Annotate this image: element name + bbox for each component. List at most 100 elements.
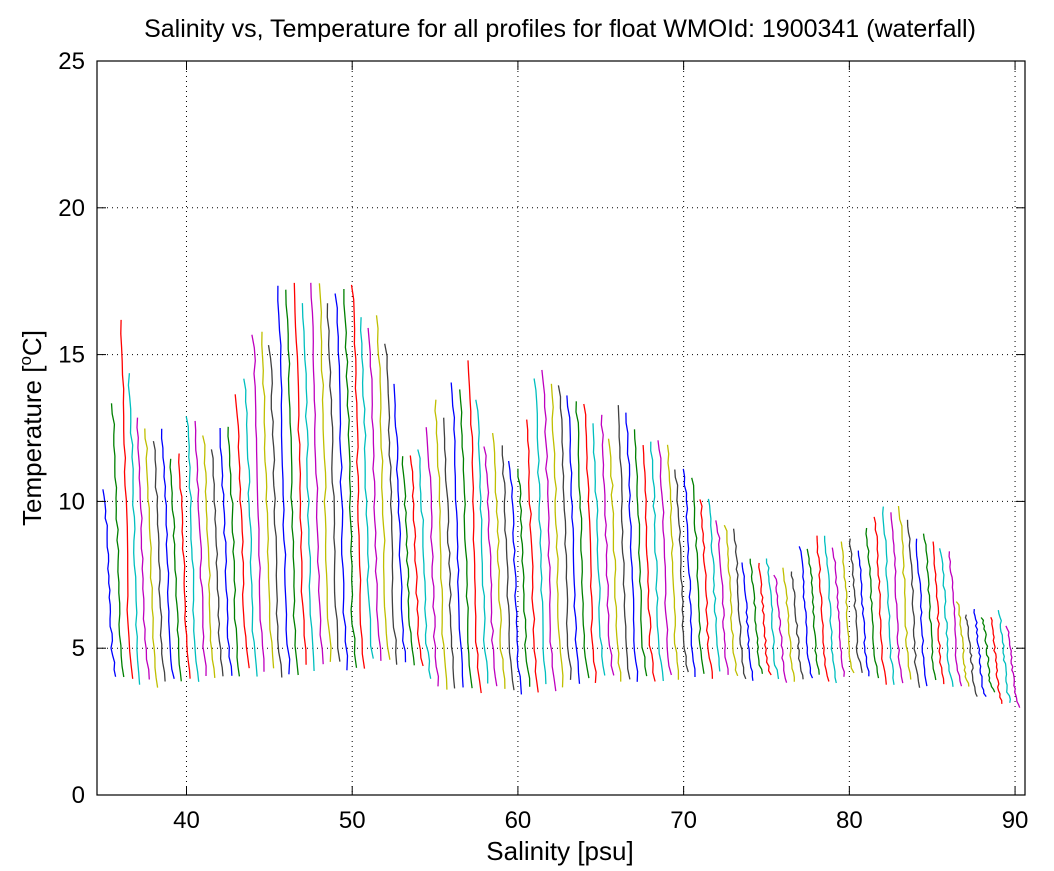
profile-line: [267, 344, 283, 678]
profile-line: [467, 360, 482, 694]
profile-line: [541, 369, 557, 692]
profile-line: [293, 282, 307, 665]
profile-line: [964, 614, 978, 697]
profile-line: [102, 489, 117, 677]
chart-title: Salinity vs, Temperature for all profile…: [144, 15, 976, 43]
profile-line: [980, 617, 996, 693]
profile-line: [136, 417, 150, 680]
profile-line: [475, 399, 489, 684]
profile-line: [857, 550, 870, 677]
profile-line: [178, 453, 191, 679]
profile-lines: [102, 282, 1021, 708]
profile-line: [938, 548, 954, 687]
y-tick-label: 20: [58, 195, 85, 222]
profile-line: [600, 414, 615, 676]
profile-line: [699, 499, 714, 679]
profile-line: [848, 538, 863, 674]
profile-line: [732, 528, 747, 680]
plot-frame: [96, 60, 1026, 796]
profile-line: [375, 315, 391, 660]
profile-line: [583, 403, 597, 683]
profile-line: [682, 468, 696, 678]
profile-line: [890, 512, 904, 684]
profile-line: [310, 282, 324, 665]
profile-line: [557, 385, 572, 680]
profile-line: [831, 547, 845, 677]
profile-line: [715, 520, 729, 675]
profile-line: [533, 378, 547, 685]
profile-line: [367, 327, 382, 661]
profile-line: [1005, 625, 1021, 708]
x-tick-label: 60: [505, 807, 532, 834]
profile-line: [110, 403, 125, 678]
profile-line: [434, 399, 448, 690]
profile-line: [691, 477, 705, 674]
profile-line: [491, 433, 506, 689]
profile-line: [566, 395, 581, 684]
profile-line: [932, 541, 945, 685]
profile-line: [144, 428, 159, 688]
profile-line: [550, 383, 564, 688]
profile-line: [666, 444, 680, 680]
profile-line: [758, 562, 772, 676]
profile-line: [592, 423, 606, 676]
profile-line: [507, 460, 523, 695]
profile-line: [417, 449, 432, 679]
x-axis-label: Salinity [psu]: [486, 836, 633, 866]
profile-line: [707, 498, 721, 672]
profile-line: [723, 524, 739, 677]
profile-line: [127, 373, 141, 685]
profile-line: [798, 546, 814, 679]
profile-line: [326, 303, 341, 662]
profile-line: [318, 283, 332, 662]
profile-line: [227, 426, 241, 677]
y-tick-label: 25: [58, 48, 85, 75]
profile-line: [840, 541, 855, 674]
y-tick-label: 5: [72, 635, 85, 662]
profile-line: [234, 394, 250, 669]
profile-line: [997, 609, 1011, 703]
y-tick-label: 0: [72, 782, 85, 809]
profile-line: [922, 533, 937, 681]
profile-line: [459, 389, 473, 689]
y-axis-label: Temperature [oC]: [16, 330, 47, 526]
profile-line: [865, 527, 880, 679]
profile-line: [169, 458, 182, 682]
profile-line: [210, 449, 224, 677]
profile-line: [343, 289, 358, 668]
profile-line: [152, 440, 166, 682]
profile-line: [617, 405, 631, 680]
profile-line: [409, 455, 424, 667]
y-tick-label: 10: [58, 488, 85, 515]
profile-line: [401, 456, 415, 666]
profile-line: [650, 441, 664, 682]
y-axis-label-unit: C]: [17, 330, 47, 356]
profile-line: [749, 558, 764, 674]
profile-line: [816, 535, 830, 682]
profile-line: [393, 383, 407, 663]
profile-line: [882, 506, 895, 685]
profile-line: [160, 428, 175, 679]
y-axis-label-superscript: o: [16, 356, 35, 365]
profile-line: [526, 419, 539, 693]
profile-line: [194, 420, 207, 677]
profile-line: [277, 285, 291, 675]
profile-line: [674, 469, 689, 673]
profile-line: [575, 401, 590, 679]
profile-line: [501, 445, 515, 691]
profile-line: [897, 505, 912, 680]
plot-area: [97, 61, 1025, 795]
profile-line: [915, 538, 928, 687]
x-tick-label: 40: [173, 807, 200, 834]
profile-line: [790, 571, 804, 680]
profile-line: [425, 427, 440, 687]
profile-line: [625, 412, 639, 682]
profile-line: [483, 446, 498, 687]
profile-line: [990, 616, 1003, 704]
profile-line: [185, 416, 200, 682]
profile-line: [873, 516, 887, 685]
profile-line: [261, 331, 275, 669]
profile-line: [120, 319, 134, 679]
profile-line: [359, 317, 374, 659]
